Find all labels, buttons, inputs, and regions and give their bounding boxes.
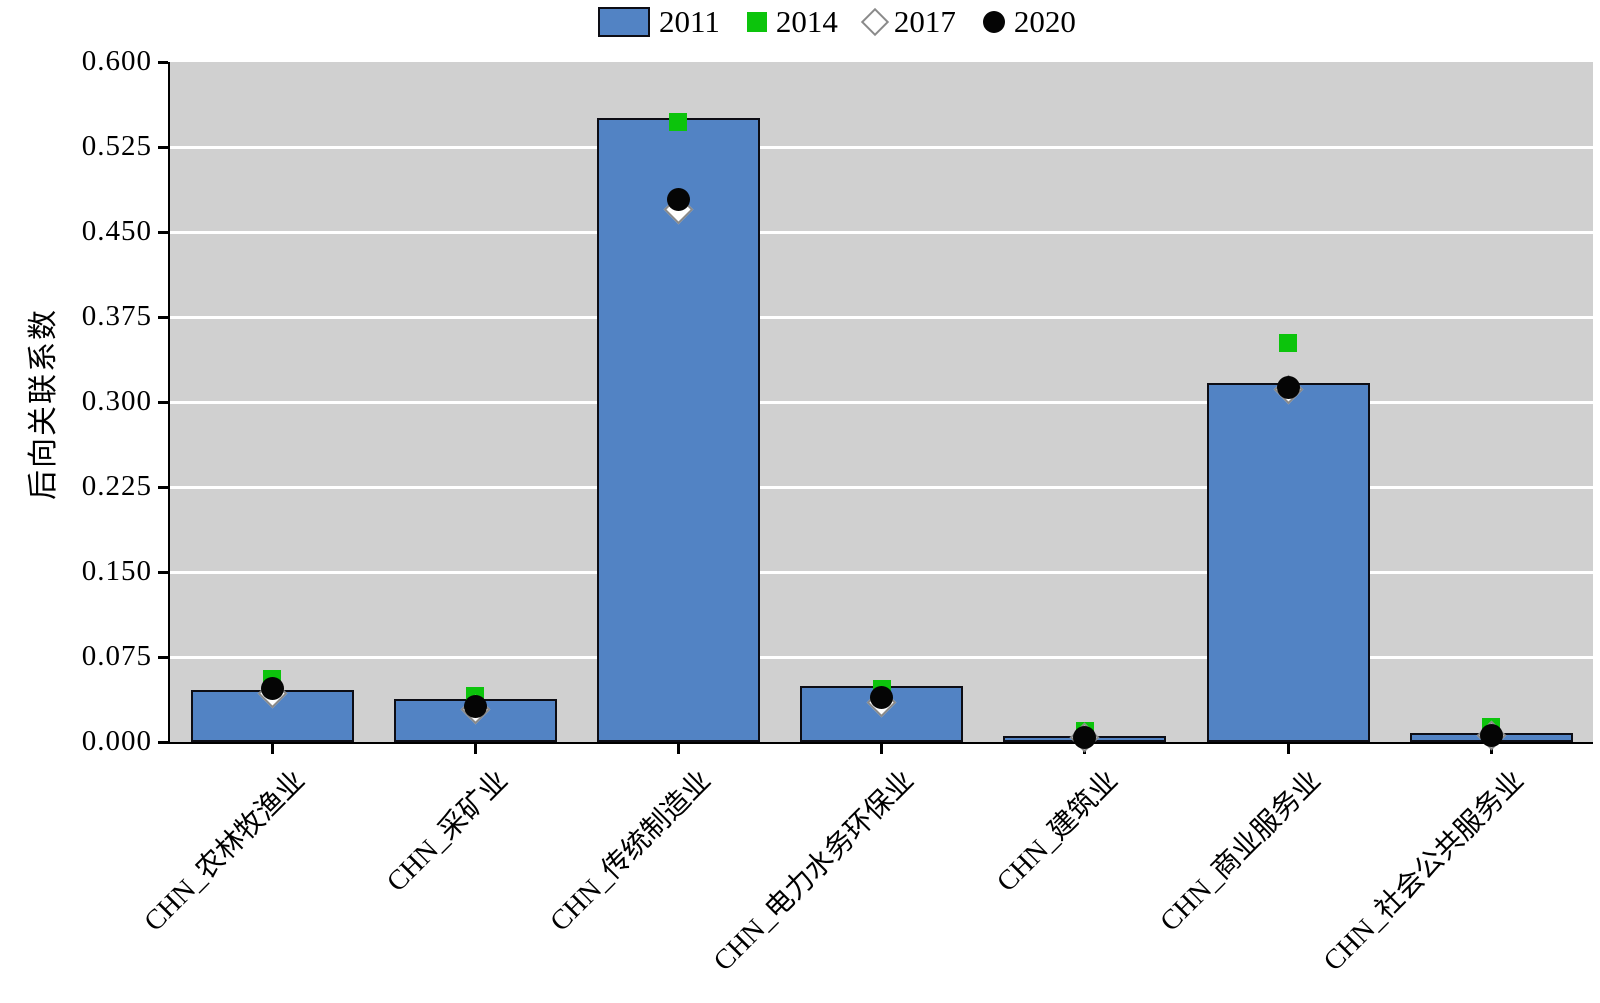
x-tick (473, 744, 477, 754)
marker-2020-CHN_传统制造业 (666, 187, 690, 211)
gridline (170, 571, 1593, 574)
y-tick-label: 0.000 (81, 725, 152, 757)
x-tick-label: CHN_电力水务环保业 (708, 764, 921, 978)
y-tick (158, 60, 168, 64)
legend-label: 2014 (775, 4, 838, 39)
y-tick (158, 655, 168, 659)
y-tick (158, 400, 168, 404)
gridline (170, 401, 1593, 404)
y-tick-label: 0.075 (81, 640, 152, 672)
legend-diamond-swatch (860, 7, 890, 37)
gridline (170, 316, 1593, 319)
y-tick (158, 485, 168, 489)
legend-label: 2020 (1013, 4, 1076, 39)
legend-item-2017: 2017 (860, 4, 956, 40)
y-tick-label: 0.150 (81, 555, 152, 587)
gridline (170, 231, 1593, 234)
legend-label: 2017 (893, 4, 956, 39)
x-tick-label: CHN_传统制造业 (544, 764, 718, 938)
gridline (170, 486, 1593, 489)
y-tick-label: 0.375 (81, 300, 152, 332)
legend-item-2011: 2011 (598, 4, 720, 40)
marker-2020-CHN_社会公共服务业 (1479, 723, 1503, 747)
x-tick (270, 744, 274, 754)
marker-2020-CHN_农林牧渔业 (260, 677, 284, 701)
x-tick (1286, 744, 1290, 754)
marker-2014-CHN_传统制造业 (669, 113, 688, 132)
x-tick (676, 744, 680, 754)
y-tick-label: 0.225 (81, 470, 152, 502)
marker-2014-CHN_商业服务业 (1279, 334, 1297, 353)
x-tick-label: CHN_社会公共服务业 (1317, 764, 1531, 978)
x-tick (880, 744, 884, 754)
y-tick-label: 0.450 (81, 215, 152, 247)
y-tick (158, 740, 168, 744)
x-tick-label: CHN_建筑业 (990, 764, 1124, 898)
gridline (170, 656, 1593, 659)
y-tick (158, 570, 168, 574)
bar-CHN_农林牧渔业 (190, 689, 354, 742)
y-tick (158, 230, 168, 234)
x-tick-label: CHN_采矿业 (381, 764, 515, 898)
y-axis-line (168, 62, 170, 742)
legend-square-swatch (746, 12, 767, 32)
legend-item-2014: 2014 (746, 4, 838, 40)
marker-2020-CHN_商业服务业 (1276, 375, 1300, 399)
marker-2020-CHN_建筑业 (1073, 725, 1097, 749)
bar-CHN_商业服务业 (1206, 382, 1370, 742)
chart-legend: 2011 2014 2017 2020 (598, 4, 1094, 40)
y-axis-title: 后向关联系数 (27, 308, 60, 500)
y-tick-label: 0.600 (81, 45, 152, 77)
gridline (170, 146, 1593, 149)
legend-label: 2011 (659, 4, 720, 39)
marker-2020-CHN_采矿业 (463, 695, 487, 719)
legend-item-2020: 2020 (982, 4, 1076, 40)
legend-bar-swatch (598, 7, 650, 37)
x-axis-line (168, 742, 1593, 744)
x-tick-label: CHN_农林牧渔业 (138, 764, 311, 938)
y-tick (158, 145, 168, 149)
marker-2020-CHN_电力水务环保业 (870, 686, 894, 710)
legend-circle-swatch (982, 11, 1005, 33)
plot-area (170, 62, 1593, 742)
y-tick-label: 0.525 (81, 130, 152, 162)
y-tick (158, 315, 168, 319)
x-tick-label: CHN_商业服务业 (1154, 764, 1327, 938)
y-tick-label: 0.300 (81, 385, 152, 417)
